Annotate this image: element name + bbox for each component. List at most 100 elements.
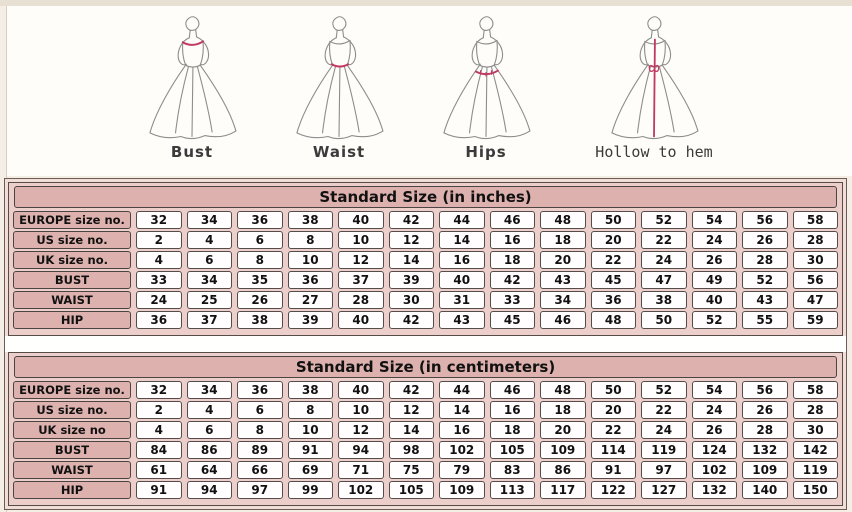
size-cell: 127 xyxy=(641,481,687,499)
size-cell: 8 xyxy=(237,251,283,269)
table-row: HIP 91 94 97 99 102 105 109 113 117 122 127 132 140 15… xyxy=(13,481,838,499)
size-cell: 55 xyxy=(742,311,788,329)
figure-bust: Bust xyxy=(122,14,262,161)
size-cell: 8 xyxy=(237,421,283,439)
size-cell: 16 xyxy=(489,231,535,249)
size-cell: 22 xyxy=(641,231,687,249)
figure-label-hollow-to-hem: Hollow to hem xyxy=(595,143,713,161)
measurement-figures-area: Bust Waist xyxy=(7,6,852,176)
size-cell: 38 xyxy=(287,211,333,229)
size-cell: 22 xyxy=(590,251,636,269)
size-cell: 47 xyxy=(792,291,838,309)
table-row: WAIST 24 25 26 27 28 30 31 33 34 36 38 40 43 47 xyxy=(13,291,838,309)
size-cell: 12 xyxy=(338,251,384,269)
size-cell: 46 xyxy=(540,311,586,329)
size-cell: 64 xyxy=(186,461,232,479)
size-cell: 50 xyxy=(590,381,636,399)
size-cell: 48 xyxy=(540,211,586,229)
size-cell: 91 xyxy=(136,481,182,499)
size-cell: 132 xyxy=(691,481,737,499)
table-title: Standard Size (in centimeters) xyxy=(14,356,837,378)
size-cell: 40 xyxy=(439,271,485,289)
size-cell: 132 xyxy=(742,441,788,459)
size-cell: 44 xyxy=(439,381,485,399)
table-row: HIP 36 37 38 39 40 42 43 45 46 48 50 52 55 59 xyxy=(13,311,838,329)
bust-accent-line xyxy=(181,40,204,46)
size-cell: 6 xyxy=(186,421,232,439)
size-cell: 46 xyxy=(489,211,535,229)
size-cell: 20 xyxy=(540,251,586,269)
figure-label-bust: Bust xyxy=(170,143,214,161)
size-cell: 56 xyxy=(742,211,788,229)
size-cell: 26 xyxy=(691,251,737,269)
size-cell: 59 xyxy=(792,311,838,329)
size-cell: 43 xyxy=(742,291,788,309)
size-cell: 20 xyxy=(590,231,636,249)
size-cell: 24 xyxy=(641,421,687,439)
size-cell: 32 xyxy=(136,381,182,399)
hollow-to-hem-accent-line xyxy=(648,38,660,138)
size-cell: 6 xyxy=(237,231,283,249)
figure-hollow-to-hem: Hollow to hem xyxy=(574,14,734,161)
size-cell: 16 xyxy=(439,251,485,269)
size-cell: 52 xyxy=(742,271,788,289)
row-label: BUST xyxy=(13,271,131,289)
size-chart-container: Standard Size (in inches) EUROPE size no… xyxy=(4,178,847,510)
size-cell: 150 xyxy=(792,481,838,499)
table-row: UK size no 4 6 8 10 12 14 16 18 20 22 24 26 28 30 xyxy=(13,421,838,439)
size-cell: 43 xyxy=(439,311,485,329)
size-cell: 34 xyxy=(186,211,232,229)
size-cell: 58 xyxy=(792,381,838,399)
size-cell: 20 xyxy=(590,401,636,419)
size-cell: 50 xyxy=(641,311,687,329)
size-cell: 102 xyxy=(691,461,737,479)
size-cell: 33 xyxy=(136,271,182,289)
size-cell: 54 xyxy=(691,211,737,229)
size-cell: 4 xyxy=(186,401,232,419)
size-cell: 30 xyxy=(388,291,434,309)
size-cell: 14 xyxy=(388,421,434,439)
hips-accent-line xyxy=(474,69,499,77)
size-cell: 14 xyxy=(439,401,485,419)
size-cell: 102 xyxy=(338,481,384,499)
size-cell: 39 xyxy=(287,311,333,329)
size-cell: 86 xyxy=(540,461,586,479)
size-cell: 10 xyxy=(338,401,384,419)
size-cell: 105 xyxy=(388,481,434,499)
size-cell: 86 xyxy=(186,441,232,459)
size-cell: 94 xyxy=(186,481,232,499)
size-cell: 97 xyxy=(641,461,687,479)
size-cell: 46 xyxy=(489,381,535,399)
waist-accent-line xyxy=(330,63,350,68)
row-label: EUROPE size no. xyxy=(13,381,131,399)
size-cell: 36 xyxy=(237,381,283,399)
size-cell: 34 xyxy=(186,271,232,289)
size-cell: 45 xyxy=(590,271,636,289)
size-cell: 10 xyxy=(287,251,333,269)
size-cell: 113 xyxy=(489,481,535,499)
table-title: Standard Size (in inches) xyxy=(14,186,837,208)
size-cell: 22 xyxy=(590,421,636,439)
size-cell: 56 xyxy=(792,271,838,289)
size-cell: 50 xyxy=(590,211,636,229)
size-cell: 16 xyxy=(439,421,485,439)
size-cell: 140 xyxy=(742,481,788,499)
row-label: EUROPE size no. xyxy=(13,211,131,229)
size-cell: 79 xyxy=(439,461,485,479)
size-cell: 28 xyxy=(792,231,838,249)
size-cell: 97 xyxy=(237,481,283,499)
table-row: EUROPE size no. 32 34 36 38 40 42 44 46 48 50 52 54 5… xyxy=(13,211,838,229)
size-cell: 38 xyxy=(237,311,283,329)
size-cell: 142 xyxy=(792,441,838,459)
size-cell: 8 xyxy=(287,401,333,419)
size-cell: 10 xyxy=(287,421,333,439)
size-cell: 40 xyxy=(691,291,737,309)
size-cell: 114 xyxy=(590,441,636,459)
figure-label-hips: Hips xyxy=(465,143,507,161)
size-cell: 43 xyxy=(540,271,586,289)
size-cell: 39 xyxy=(388,271,434,289)
size-cell: 91 xyxy=(287,441,333,459)
size-cell: 4 xyxy=(136,421,182,439)
top-beige-strip xyxy=(0,0,852,6)
